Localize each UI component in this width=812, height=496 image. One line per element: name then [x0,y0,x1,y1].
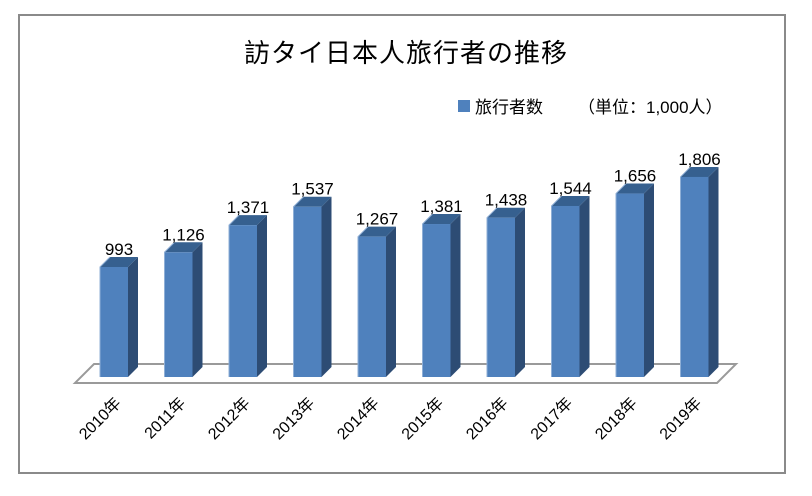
chart-plot-border [18,14,786,474]
bar [293,206,322,377]
bar-value-label: 1,267 [356,210,399,229]
bar [680,176,709,377]
bar-value-label: 1,544 [549,179,592,198]
unit-annotation: （単位：1,000人） [578,98,723,117]
bar-top-face [616,183,654,194]
bar-edge-highlight [164,241,175,377]
x-axis-label: 2017年 [527,394,576,443]
bar-edge-highlight [293,196,304,377]
x-axis-label: 2016年 [463,394,512,443]
bar-top-face [164,242,203,253]
bar [616,193,644,377]
bar [229,225,257,377]
bar [164,252,193,377]
bar-edge-highlight [551,195,562,377]
bar-side-face [257,215,267,377]
bar-top-face [680,166,719,177]
bar-value-label: 1,656 [614,167,657,186]
bar-edge-highlight [486,207,498,377]
bar-value-label: 1,438 [485,191,528,210]
bar-top-face [229,215,267,226]
bar [100,267,128,377]
bar-edge-highlight [99,256,111,377]
x-axis-label: 2015年 [398,394,447,443]
bar [487,217,515,377]
bar [551,205,580,377]
bar-edge-highlight [615,183,627,377]
chart-title: 訪タイ日本人旅行者の推移 [243,38,568,68]
bar-edge-highlight [422,213,433,377]
legend-marker-icon [458,99,470,112]
bar [422,224,451,377]
bar-side-face [321,196,332,377]
x-axis-label: 2019年 [656,394,705,443]
bar-side-face [128,257,138,377]
bar-edge-highlight [228,214,240,377]
bar-edge-highlight [357,226,369,377]
bar-edge-highlight [680,166,691,377]
x-axis-label: 2010年 [76,394,125,443]
x-axis-label: 2012年 [205,394,254,443]
x-axis-label: 2011年 [141,394,189,442]
bar-value-label: 993 [105,240,133,259]
bar-value-label: 1,126 [162,225,205,244]
bar-side-face [386,226,396,377]
bar-top-face [487,207,525,218]
bar-top-face [358,226,396,237]
bar [358,236,386,377]
bar-side-face [708,166,719,377]
bar-top-face [293,196,332,207]
x-axis-label: 2014年 [334,394,383,443]
x-axis-label: 2018年 [592,394,641,443]
bar-value-label: 1,806 [678,150,721,169]
bar-top-face [100,257,138,267]
bar-side-face [579,195,590,377]
bar-top-face [422,214,461,225]
bar-side-face [450,214,461,377]
bar-side-face [644,183,654,377]
bar-top-face [551,195,590,206]
bar-value-label: 1,381 [420,197,463,216]
bar-side-face [192,242,203,377]
legend-label: 旅行者数 [475,98,543,117]
bar-value-label: 1,537 [291,180,334,199]
bar-value-label: 1,371 [227,198,270,217]
bar-side-face [515,207,525,377]
legend: 旅行者数 [458,93,543,118]
x-axis-label: 2013年 [269,394,318,443]
